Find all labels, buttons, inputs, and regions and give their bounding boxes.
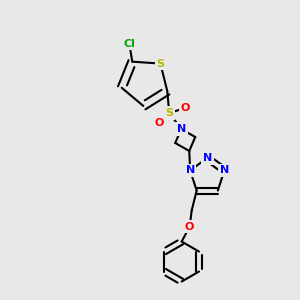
Text: O: O — [185, 222, 194, 232]
Text: O: O — [154, 118, 164, 128]
Text: S: S — [156, 58, 164, 69]
Text: N: N — [202, 153, 212, 163]
Text: Cl: Cl — [123, 39, 135, 49]
Text: N: N — [220, 165, 229, 176]
Text: N: N — [177, 124, 186, 134]
Text: S: S — [165, 108, 173, 118]
Text: O: O — [181, 103, 190, 113]
Text: N: N — [185, 165, 195, 176]
